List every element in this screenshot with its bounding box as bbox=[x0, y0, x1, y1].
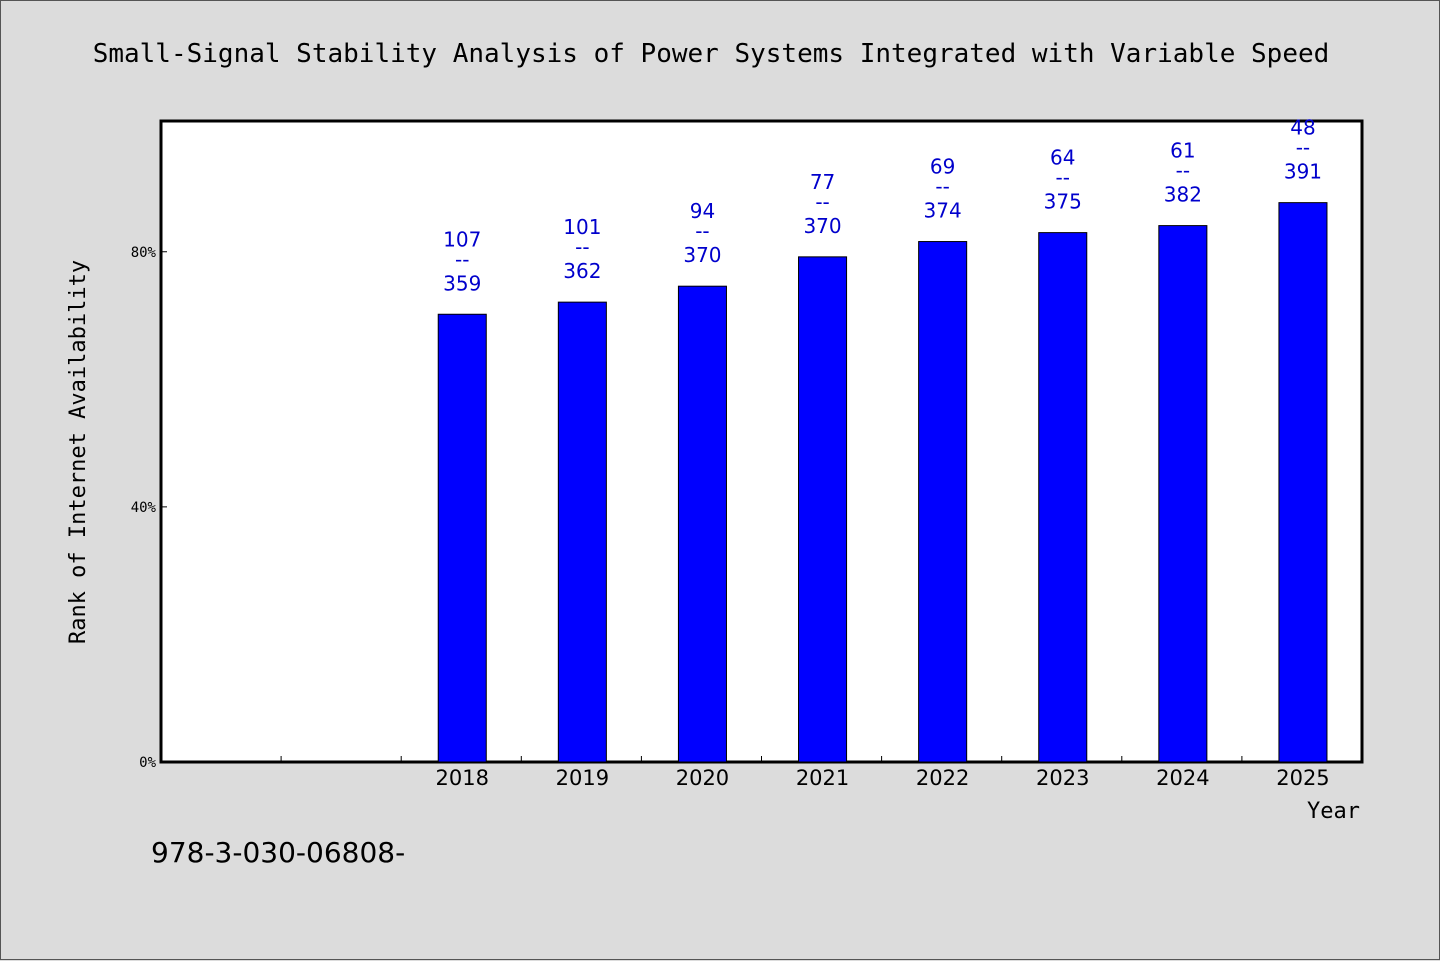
bar-2024 bbox=[1158, 225, 1208, 763]
bar-data-label: -- bbox=[455, 247, 469, 271]
x-axis-label: Year bbox=[1307, 799, 1360, 824]
bar-data-label: 107 bbox=[443, 227, 481, 251]
chart-title: Small-Signal Stability Analysis of Power… bbox=[93, 39, 1330, 69]
x-tick-label: 2018 bbox=[436, 766, 489, 790]
x-tick-label: 2019 bbox=[556, 766, 609, 790]
bar-2025 bbox=[1278, 202, 1328, 763]
y-axis-label: Rank of Internet Availability bbox=[66, 260, 91, 644]
bar-data-label: 374 bbox=[924, 199, 962, 223]
bar-data-label: 48 bbox=[1290, 116, 1315, 140]
bar-data-label: 370 bbox=[803, 214, 841, 238]
bar-2020 bbox=[677, 285, 727, 763]
y-axis-ticks: 0% 40% 80% bbox=[131, 245, 167, 771]
x-tick-label: 2025 bbox=[1276, 766, 1329, 790]
bar-data-label: -- bbox=[1176, 159, 1190, 183]
y-tick-label: 40% bbox=[131, 500, 157, 516]
bar-2023 bbox=[1038, 232, 1088, 763]
bar-data-label: 77 bbox=[810, 170, 835, 194]
bar-data-label: 101 bbox=[563, 215, 601, 239]
bar-2019 bbox=[557, 301, 607, 763]
bar-data-label: -- bbox=[815, 190, 829, 214]
bars-group bbox=[437, 202, 1328, 763]
x-tick-label: 2022 bbox=[916, 766, 969, 790]
bar-data-label: 370 bbox=[683, 243, 721, 267]
bar-data-label: 69 bbox=[930, 155, 955, 179]
bar-data-label: 94 bbox=[690, 199, 715, 223]
bar-data-label: 391 bbox=[1284, 160, 1322, 184]
bar-2021 bbox=[798, 256, 848, 763]
bar-data-label: 64 bbox=[1050, 146, 1075, 170]
bar-data-label: 382 bbox=[1164, 183, 1202, 207]
y-tick-label: 0% bbox=[139, 755, 156, 771]
bar-data-label: -- bbox=[1056, 166, 1070, 190]
bar-data-label: -- bbox=[575, 235, 589, 259]
bar-data-label: 61 bbox=[1170, 139, 1195, 163]
bar-data-label: -- bbox=[695, 219, 709, 243]
bar-data-label: 362 bbox=[563, 259, 601, 283]
bar-data-label: 359 bbox=[443, 271, 481, 295]
x-tick-label: 2023 bbox=[1036, 766, 1089, 790]
bar-data-label: 375 bbox=[1044, 190, 1082, 214]
x-tick-label: 2021 bbox=[796, 766, 849, 790]
bar-2018 bbox=[437, 313, 487, 763]
bar-data-label: -- bbox=[1296, 136, 1310, 160]
y-tick-label: 80% bbox=[131, 245, 157, 261]
footer-code: 978-3-030-06808- bbox=[151, 836, 406, 869]
x-axis-ticks: 2018 2019 2020 2021 2022 2023 2024 2025 bbox=[280, 756, 1330, 790]
bar-2022 bbox=[918, 241, 968, 763]
x-tick-label: 2020 bbox=[676, 766, 729, 790]
bar-labels-group: 107--359101--36294--37077--37069--37464-… bbox=[443, 116, 1322, 296]
x-tick-label: 2024 bbox=[1156, 766, 1209, 790]
bar-data-label: -- bbox=[935, 175, 949, 199]
